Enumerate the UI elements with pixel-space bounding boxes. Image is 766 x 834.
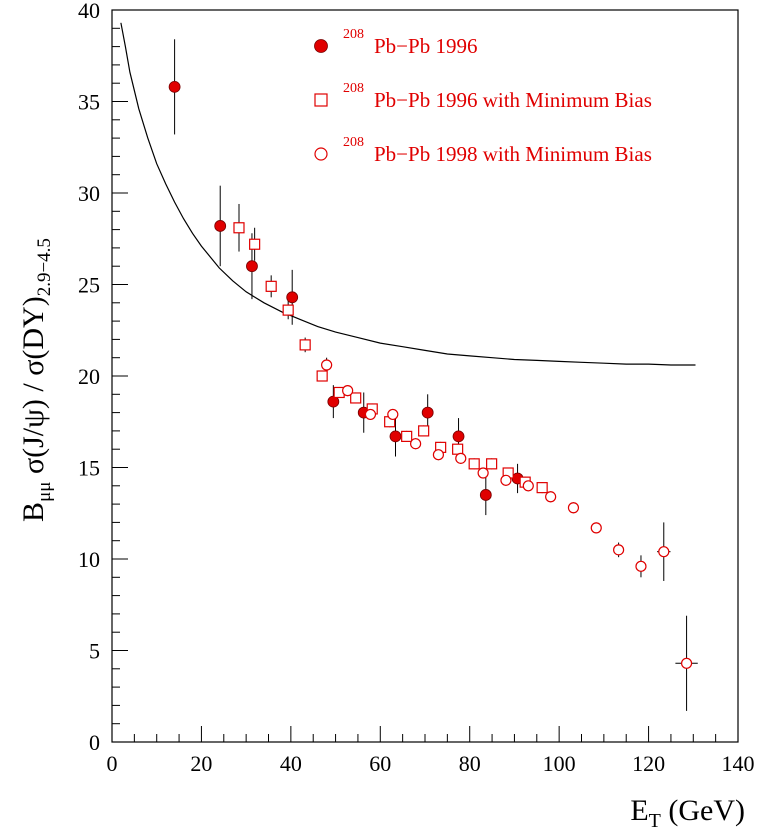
data-point <box>479 489 492 501</box>
data-point <box>536 482 548 494</box>
x-tick-label: 140 <box>722 751 755 776</box>
x-tick-label: 60 <box>369 751 391 776</box>
data-point <box>468 458 480 470</box>
data-point <box>364 408 377 421</box>
x-axis-title-e: E <box>630 794 648 827</box>
legend-marker <box>314 147 328 161</box>
y-tick-label: 25 <box>78 273 100 298</box>
data-point <box>299 339 311 351</box>
x-axis-title-unit: (GeV) <box>661 794 745 827</box>
axis-ticks-layer <box>111 9 739 743</box>
data-point <box>286 291 299 304</box>
data-point <box>342 385 354 397</box>
y-tick-label: 10 <box>78 547 100 572</box>
data-point <box>282 304 294 316</box>
data-point <box>477 467 489 479</box>
x-tick-label: 100 <box>543 751 576 776</box>
legend-marker <box>314 39 328 53</box>
data-point <box>410 438 422 450</box>
data-point <box>452 443 464 455</box>
legend-label: Pb−Pb 1996 with Minimum Bias <box>374 88 652 112</box>
y-tick-label: 35 <box>78 90 100 115</box>
legend-item: 208 Pb−Pb 1996 <box>314 27 477 58</box>
y-axis-title: Bμμ σ(J/ψ) / σ(DY)2.9−4.5 <box>17 238 55 522</box>
data-point <box>265 280 277 292</box>
legend-label: Pb−Pb 1998 with Minimum Bias <box>374 142 652 166</box>
legend-marker <box>314 93 328 107</box>
error-bars-layer <box>174 39 698 711</box>
y-axis-title-body: σ(J/ψ) / σ(DY) <box>17 296 50 481</box>
data-point <box>418 425 430 437</box>
data-points-layer <box>168 80 693 669</box>
data-point <box>452 430 465 443</box>
model-curve-layer <box>120 22 696 366</box>
data-point <box>387 408 399 421</box>
data-point <box>421 406 434 419</box>
data-point <box>316 370 328 382</box>
x-tick-label: 0 <box>107 751 118 776</box>
y-axis-title-B: B <box>17 502 50 522</box>
legend-item: 208 Pb−Pb 1998 with Minimum Bias <box>314 135 652 166</box>
data-point <box>545 491 557 503</box>
data-point <box>246 260 258 273</box>
y-tick-label: 20 <box>78 364 100 389</box>
data-point <box>613 544 625 556</box>
data-point <box>168 80 181 93</box>
legend: 208 Pb−Pb 1996 208 Pb−Pb 1996 with Minimum … <box>314 27 652 166</box>
y-tick-label: 30 <box>78 181 100 206</box>
y-tick-label: 5 <box>89 639 100 664</box>
data-point <box>567 502 580 514</box>
data-point <box>590 522 602 534</box>
data-point <box>249 238 261 250</box>
data-point <box>327 395 340 408</box>
tick-labels-layer: 0 20 40 60 80 100 120 140 0 5 10 15 20 25 30 35 40 <box>78 0 755 776</box>
plot-frame <box>111 9 739 743</box>
x-tick-label: 40 <box>280 751 302 776</box>
data-point <box>455 452 467 464</box>
data-point <box>680 657 693 669</box>
legend-item: 208 Pb−Pb 1996 with Minimum Bias <box>314 81 652 112</box>
model-curve <box>120 22 696 366</box>
x-axis-title: ET (GeV) <box>630 794 745 832</box>
x-axis-title-sub: T <box>649 810 661 832</box>
data-point <box>522 480 534 492</box>
y-axis-title-mumu: μμ <box>34 482 55 502</box>
data-point <box>635 560 647 572</box>
legend-label: Pb−Pb 1996 <box>374 34 477 58</box>
x-tick-label: 20 <box>190 751 212 776</box>
y-tick-label: 15 <box>78 456 100 481</box>
x-tick-label: 80 <box>459 751 481 776</box>
legend-superscript: 208 <box>343 135 364 150</box>
y-tick-label: 0 <box>89 730 100 755</box>
legend-superscript: 208 <box>343 81 364 96</box>
data-point <box>500 474 512 486</box>
y-tick-label: 40 <box>78 0 100 23</box>
y-axis-title-range: 2.9−4.5 <box>34 238 55 296</box>
data-point <box>321 359 333 371</box>
data-point <box>486 458 498 470</box>
data-point <box>432 449 445 461</box>
data-point <box>389 430 402 443</box>
data-point <box>401 430 413 442</box>
data-point <box>233 222 245 234</box>
data-point <box>214 220 227 232</box>
data-point <box>658 546 670 558</box>
legend-superscript: 208 <box>343 27 364 42</box>
data-point <box>350 392 362 404</box>
x-tick-label: 120 <box>632 751 665 776</box>
